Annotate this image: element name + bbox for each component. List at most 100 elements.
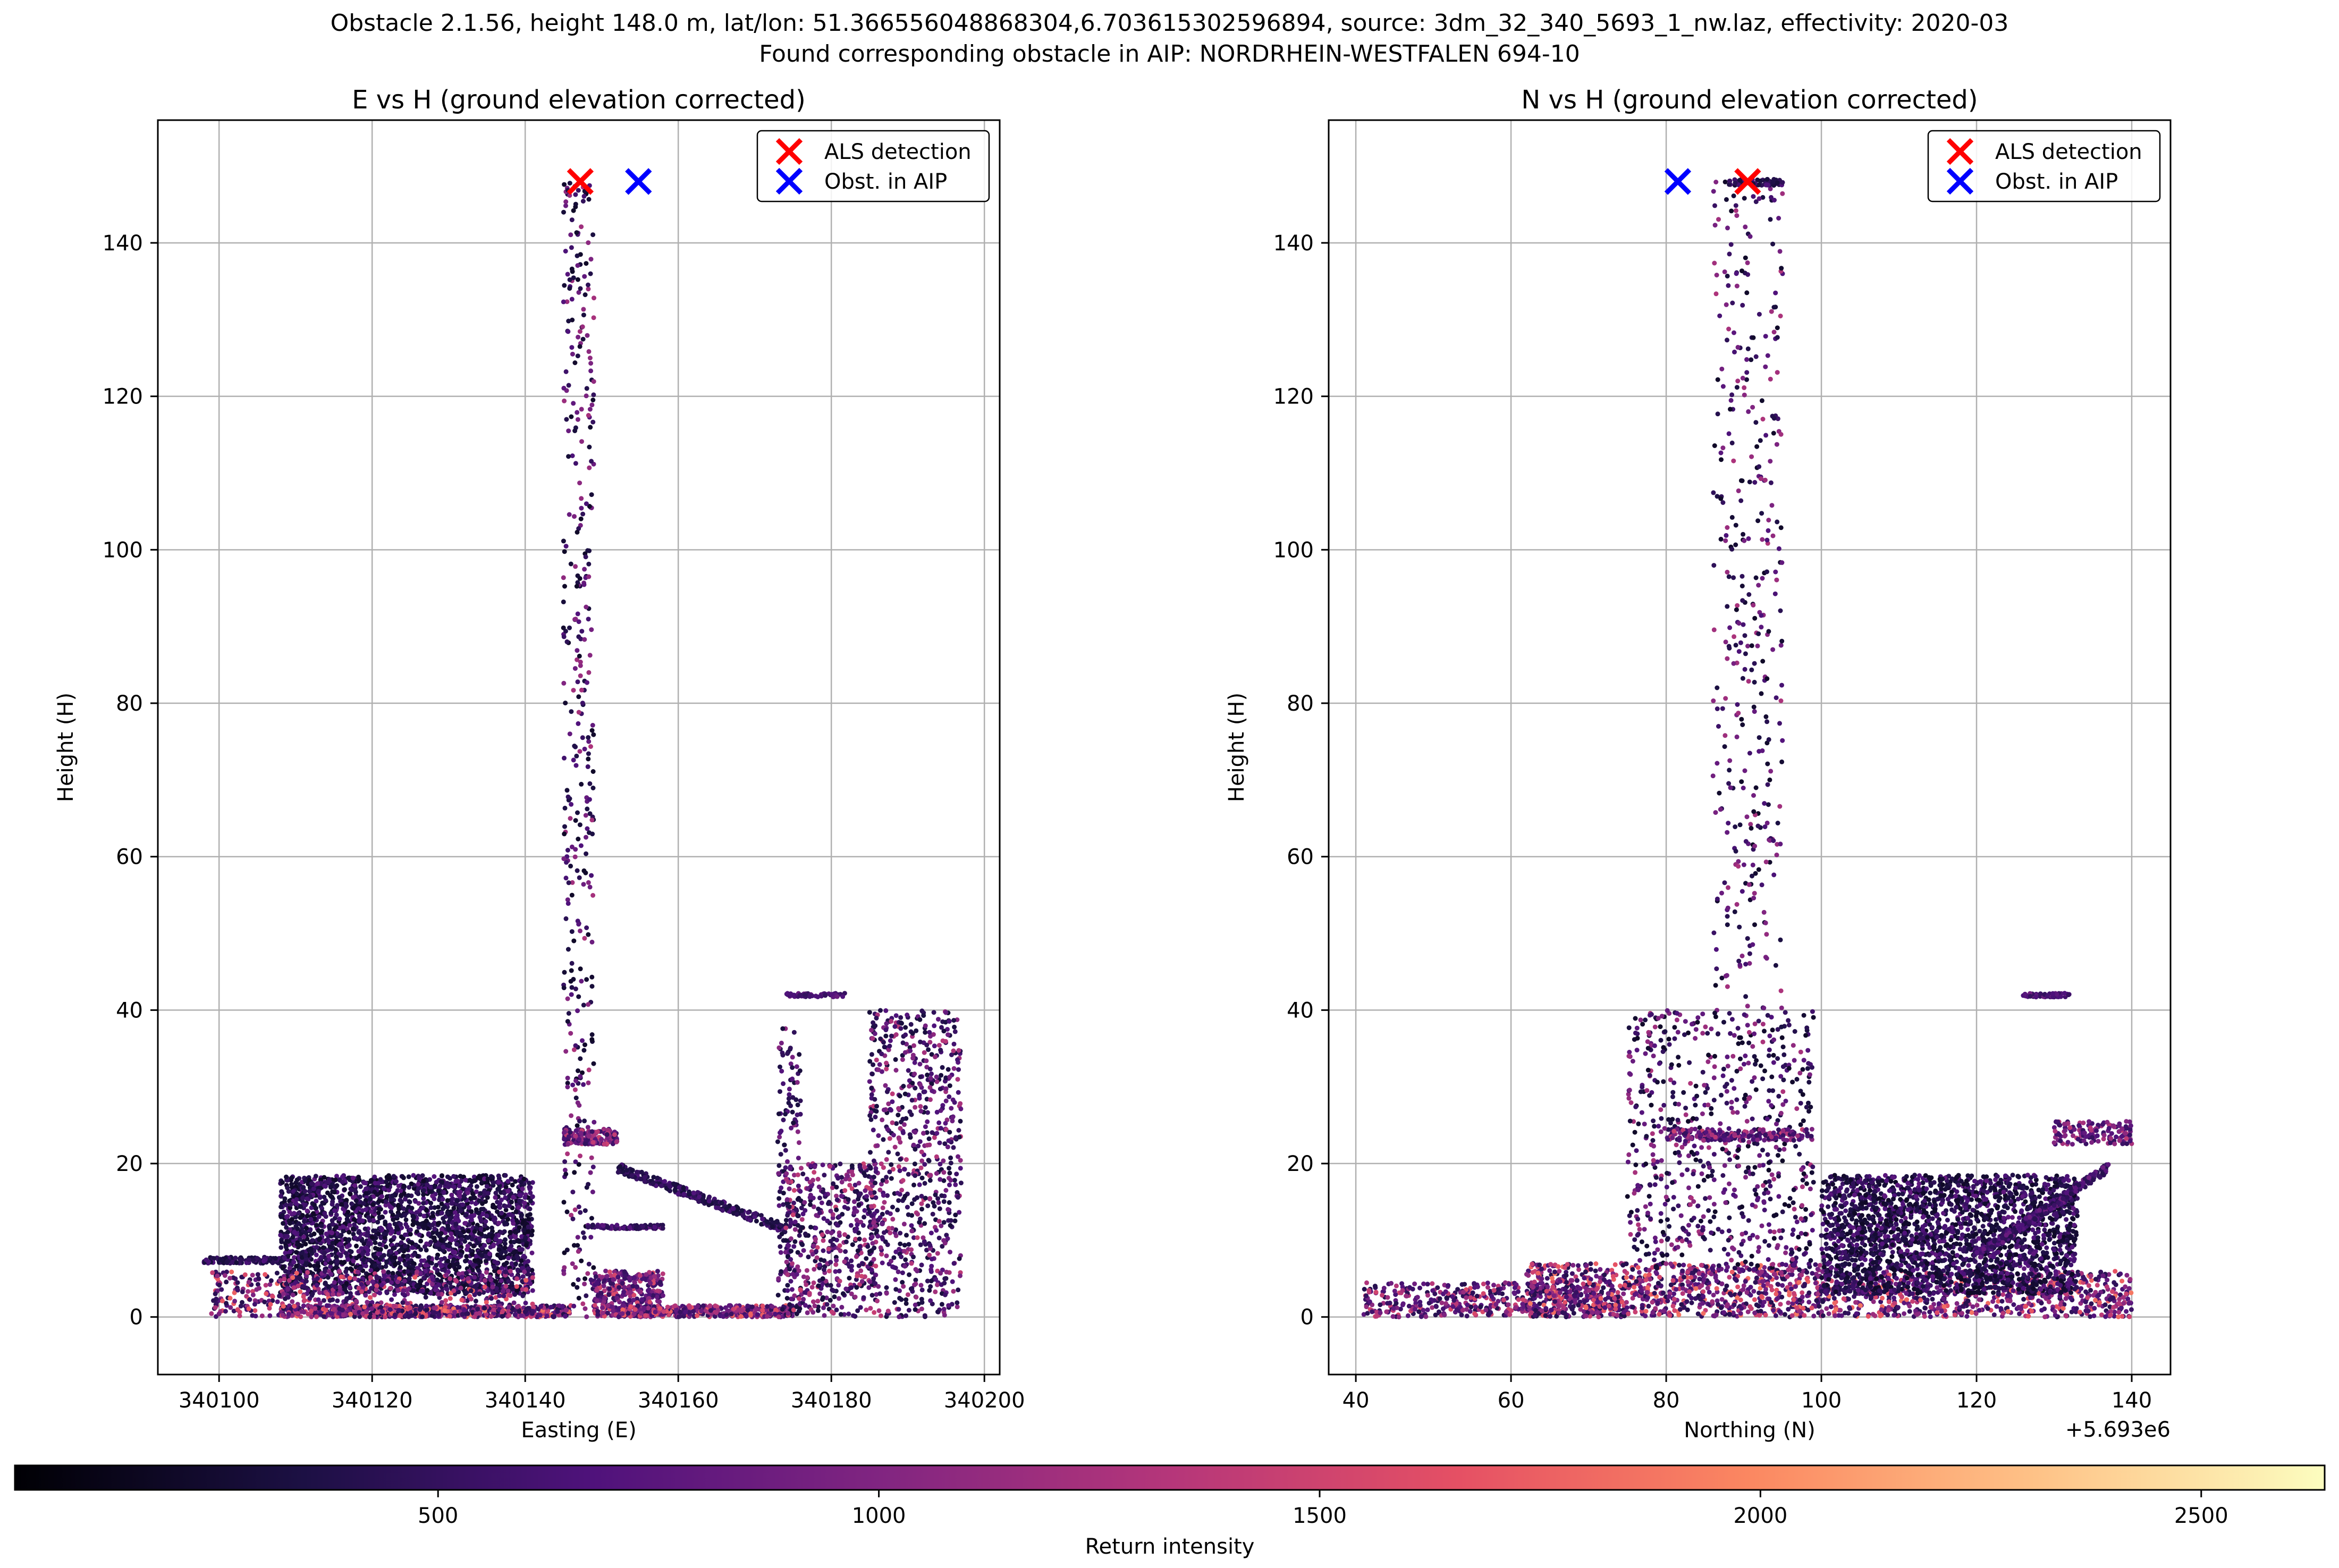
cloud-point [604, 1132, 610, 1137]
cloud-point [588, 368, 594, 374]
cloud-point [473, 1299, 478, 1304]
cloud-point [500, 1288, 505, 1294]
cloud-point [418, 1247, 424, 1252]
cloud-point [576, 334, 581, 340]
cloud-point [538, 1304, 544, 1309]
cloud-point [503, 1204, 509, 1209]
cloud-point [586, 617, 591, 622]
cloud-point [575, 263, 580, 268]
cloud-point [360, 1218, 365, 1224]
cloud-point [578, 286, 583, 291]
cloud-point [212, 1256, 217, 1261]
cloud-point [569, 1113, 574, 1118]
cloud-point [584, 604, 589, 610]
cloud-point [420, 1205, 425, 1211]
cloud-point [489, 1296, 494, 1301]
cloud-point [569, 968, 574, 973]
cloud-point [472, 1275, 477, 1280]
cloud-point [282, 1255, 287, 1260]
cloud-point [563, 249, 568, 254]
cloud-point [364, 1186, 369, 1191]
cloud-point [337, 1288, 343, 1294]
cloud-point [576, 1277, 581, 1282]
cloud-point [644, 1272, 649, 1277]
cloud-point [569, 892, 575, 898]
cloud-point [589, 492, 594, 498]
cloud-point [389, 1297, 394, 1302]
cloud-point [283, 1245, 289, 1250]
cloud-point [571, 1047, 577, 1052]
cloud-point [502, 1245, 508, 1250]
cloud-point [319, 1223, 324, 1228]
cloud-point [580, 1301, 586, 1306]
cloud-point [458, 1232, 463, 1237]
cloud-point [308, 1217, 314, 1222]
cloud-point [562, 824, 567, 829]
cloud-point [278, 1245, 284, 1250]
cloud-point [585, 680, 589, 685]
cloud-point [614, 1223, 620, 1228]
cloud-point [357, 1213, 362, 1219]
cloud-point [569, 414, 574, 419]
cloud-point [333, 1285, 339, 1290]
cloud-point [496, 1220, 502, 1226]
cloud-point [373, 1228, 378, 1234]
cloud-point [432, 1226, 437, 1232]
cloud-point [310, 1238, 315, 1243]
cloud-point [468, 1215, 473, 1219]
cloud-point [449, 1237, 454, 1243]
cloud-point [323, 1198, 328, 1203]
cloud-point [526, 1229, 530, 1234]
cloud-point [427, 1189, 432, 1194]
cloud-point [500, 1309, 505, 1314]
cloud-point [351, 1205, 356, 1211]
cloud-point [575, 1243, 580, 1248]
cloud-point [424, 1208, 429, 1213]
cloud-point [268, 1278, 274, 1283]
cloud-point [318, 1254, 324, 1260]
cloud-point [578, 660, 583, 664]
cloud-point [223, 1309, 228, 1314]
cloud-point [447, 1216, 453, 1221]
cloud-point [387, 1204, 393, 1209]
cloud-point [278, 1204, 284, 1210]
cloud-point [575, 1100, 580, 1106]
cloud-point [235, 1287, 240, 1293]
cloud-point [586, 756, 591, 762]
cloud-point [462, 1308, 467, 1313]
cloud-point [314, 1245, 319, 1250]
cloud-point [314, 1283, 319, 1288]
cloud-point [580, 701, 585, 706]
cloud-point [563, 701, 568, 706]
cloud-point [376, 1199, 382, 1204]
cloud-point [632, 1275, 637, 1280]
cloud-point [439, 1300, 444, 1305]
cloud-point [352, 1222, 357, 1227]
cloud-point [503, 1284, 509, 1289]
point-cloud [201, 181, 964, 1320]
cloud-point [566, 428, 571, 434]
cloud-point [432, 1205, 437, 1210]
cloud-point [389, 1209, 394, 1214]
cloud-point [565, 1019, 570, 1024]
cloud-point [368, 1275, 373, 1280]
cloud-point [515, 1220, 520, 1225]
cloud-point [343, 1201, 348, 1207]
cloud-point [428, 1205, 434, 1210]
cloud-point [580, 511, 586, 517]
cloud-point [420, 1173, 425, 1178]
cloud-point [440, 1173, 444, 1178]
cloud-point [282, 1196, 288, 1201]
cloud-point [436, 1282, 441, 1287]
cloud-point [472, 1292, 477, 1297]
cloud-point [317, 1237, 322, 1242]
cloud-point [565, 901, 571, 906]
cloud-point [218, 1258, 223, 1263]
cloud-point [406, 1193, 411, 1198]
cloud-point [375, 1310, 380, 1315]
cloud-point [571, 1303, 577, 1309]
cloud-point [584, 1293, 589, 1299]
cloud-point [425, 1288, 430, 1293]
cloud-point [398, 1312, 403, 1318]
cloud-point [475, 1241, 480, 1245]
